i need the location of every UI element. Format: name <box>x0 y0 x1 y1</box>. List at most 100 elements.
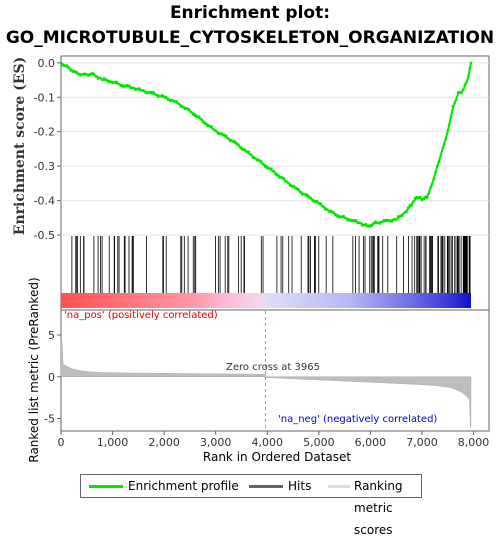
legend-metric-label: Ranking metric scores <box>354 479 403 537</box>
es-point <box>422 197 426 201</box>
es-point <box>101 78 104 82</box>
metric-y-axis-label: Ranked list metric (PreRanked) <box>27 277 41 462</box>
es-point <box>189 110 193 114</box>
es-point <box>288 184 292 187</box>
es-point <box>315 199 319 203</box>
es-point <box>125 83 129 87</box>
es-point <box>346 218 350 222</box>
es-point <box>348 219 352 222</box>
es-point <box>127 84 131 87</box>
es-point <box>388 220 392 223</box>
es-point <box>249 153 253 156</box>
es-point <box>167 98 170 101</box>
es-point <box>142 89 145 92</box>
es-point <box>220 132 224 135</box>
es-point <box>131 86 135 90</box>
es-point <box>245 150 248 153</box>
es-point <box>266 166 269 170</box>
es-point <box>121 85 125 88</box>
es-point <box>185 107 189 110</box>
es-point <box>468 67 472 70</box>
es-point <box>290 185 294 188</box>
es-point <box>237 143 240 146</box>
es-point <box>370 224 374 227</box>
es-point <box>344 216 347 220</box>
x-tick-label: 5,000 <box>303 436 335 449</box>
es-point <box>251 156 255 159</box>
legend-es-swatch <box>89 485 123 488</box>
es-point <box>284 180 288 183</box>
es-point <box>253 156 257 160</box>
es-point <box>278 176 281 179</box>
es-panel <box>60 55 490 236</box>
es-point <box>431 182 434 185</box>
es-point <box>247 150 250 154</box>
es-point <box>119 84 123 88</box>
es-point <box>455 98 458 102</box>
es-point <box>158 95 162 98</box>
metric-y-tick-label: 5 <box>48 329 55 342</box>
es-point <box>270 167 273 170</box>
es-point <box>437 160 441 163</box>
es-point <box>259 159 263 163</box>
es-point <box>356 221 360 225</box>
es-point <box>327 210 331 213</box>
es-point <box>372 221 375 225</box>
es-point <box>230 139 234 143</box>
es-point <box>427 192 431 195</box>
x-tick-label: 7,000 <box>406 436 438 449</box>
es-point <box>257 158 261 162</box>
es-point <box>309 196 312 199</box>
es-point <box>88 73 92 77</box>
es-point <box>317 201 321 205</box>
es-point <box>226 137 230 140</box>
es-point <box>67 65 70 69</box>
es-point <box>410 204 414 207</box>
es-point <box>92 72 96 76</box>
x-tick-label: 0 <box>58 436 65 449</box>
es-point <box>303 192 306 196</box>
es-point <box>382 218 386 222</box>
neg-correlation-label: 'na_neg' (negatively correlated) <box>278 414 437 425</box>
es-point <box>233 139 236 143</box>
es-point <box>129 86 133 90</box>
es-y-tick-label: -0.1 <box>34 91 55 104</box>
es-point <box>134 88 137 91</box>
es-point <box>148 90 151 94</box>
es-point <box>338 216 341 219</box>
es-point <box>439 154 443 157</box>
metric-area <box>60 338 472 428</box>
es-point <box>73 69 76 73</box>
es-point <box>115 80 118 84</box>
es-point <box>364 222 368 226</box>
es-point <box>294 186 298 190</box>
es-point <box>386 218 390 222</box>
chart-title-line-1: Enrichment plot: <box>169 3 331 23</box>
es-point <box>272 169 275 173</box>
es-point <box>206 124 209 128</box>
es-point <box>358 221 362 225</box>
es-point <box>280 176 284 179</box>
es-point <box>396 215 400 218</box>
es-point <box>319 202 323 205</box>
es-point <box>384 218 388 222</box>
x-tick-label: 2,000 <box>148 436 180 449</box>
es-point <box>412 200 415 203</box>
es-point <box>465 80 469 84</box>
es-point <box>181 105 184 109</box>
es-point <box>394 218 398 221</box>
zero-cross-label: Zero cross at 3965 <box>226 362 320 373</box>
es-point <box>453 101 456 105</box>
es-point <box>399 214 402 218</box>
metric-y-tick-label: -5 <box>44 412 55 425</box>
es-point <box>390 220 394 223</box>
es-point <box>460 91 463 94</box>
es-point <box>255 158 259 162</box>
es-point <box>443 142 446 146</box>
es-y-tick-label: -0.4 <box>34 195 55 208</box>
es-point <box>376 221 379 225</box>
es-point <box>77 72 80 76</box>
es-point <box>197 115 201 118</box>
es-point <box>154 93 158 96</box>
es-point <box>117 82 121 86</box>
